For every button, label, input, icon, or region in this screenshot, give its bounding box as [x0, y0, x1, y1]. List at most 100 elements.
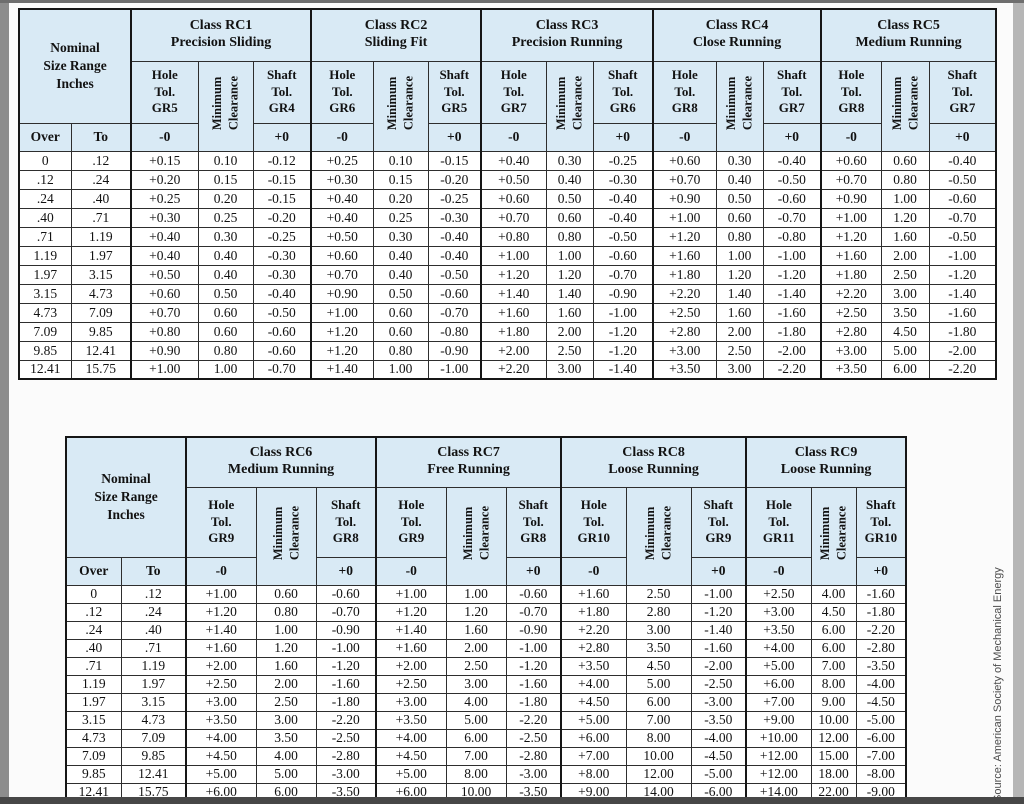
value-cell: +5.00 — [185, 764, 257, 784]
value-cell: -0.50 — [592, 226, 654, 247]
value-cell: -2.20 — [928, 359, 997, 380]
value-cell: 3.50 — [625, 638, 692, 658]
value-cell: +0.90 — [130, 340, 199, 361]
table-row: .24.40 +1.40 1.00 -0.90 +1.40 1.60 -0.90 +2.20 3… — [65, 620, 907, 640]
value-cell: +4.50 — [185, 746, 257, 766]
hole-sign-cell: -0 — [185, 556, 257, 586]
shaft-tol-header: Shaft Tol. GR7 — [762, 60, 822, 124]
class-header: Class RC6 Medium Running — [184, 436, 377, 488]
value-cell: -1.20 — [592, 321, 654, 342]
value-cell: -1.40 — [690, 620, 747, 640]
value-cell: -9.00 — [855, 782, 907, 802]
value-cell: -2.50 — [505, 728, 562, 748]
value-cell: +12.00 — [745, 746, 812, 766]
size-to-cell: 1.19 — [70, 226, 132, 247]
value-cell: 0.60 — [372, 302, 429, 323]
value-cell: +0.50 — [480, 169, 547, 190]
value-cell: -1.60 — [505, 674, 562, 694]
class-title: Class RC6 — [249, 445, 313, 461]
min-clearance-header: Minimum Clearance — [545, 60, 594, 152]
value-cell: -1.60 — [762, 302, 822, 323]
value-cell: +4.00 — [185, 728, 257, 748]
to-label: To — [70, 122, 132, 152]
table-row: 7.09 9.85 +4.50 4.00 -2.80 +4.50 7.00 -2.80 +7.0… — [65, 746, 907, 766]
value-cell: +3.00 — [745, 602, 812, 622]
value-cell: 2.00 — [880, 245, 930, 266]
size-over-cell: .12 — [18, 169, 72, 190]
value-cell: -0.80 — [427, 321, 482, 342]
value-cell: +8.00 — [560, 764, 627, 784]
value-cell: -1.00 — [592, 302, 654, 323]
value-cell: 0.20 — [372, 188, 429, 209]
value-cell: -2.20 — [762, 359, 822, 380]
value-cell: -3.00 — [690, 692, 747, 712]
value-cell: +0.40 — [130, 226, 199, 247]
value-cell: +1.00 — [310, 302, 374, 323]
class-header: Class RC5 Medium Running — [820, 8, 997, 62]
value-cell: 15.00 — [810, 746, 857, 766]
value-cell: 0.80 — [880, 169, 930, 190]
size-over-cell: 9.85 — [65, 764, 122, 784]
min-clearance-label: Minimum Clearance — [554, 76, 585, 131]
value-cell: -5.00 — [855, 710, 907, 730]
table-row: 12.41 15.75 +6.00 6.00 -3.50 +6.00 10.00 -3.50 +… — [65, 782, 907, 802]
shaft-sign-cell: +0 — [252, 122, 312, 152]
value-cell: 2.80 — [625, 602, 692, 622]
value-cell: +0.90 — [652, 188, 717, 209]
size-to-cell: .24 — [70, 169, 132, 190]
value-cell: 0.10 — [372, 150, 429, 171]
value-cell: -1.00 — [690, 584, 747, 604]
value-cell: -1.40 — [928, 283, 997, 304]
value-cell: -3.00 — [315, 764, 377, 784]
value-cell: 4.00 — [810, 584, 857, 604]
value-cell: +0.40 — [310, 207, 374, 228]
shaft-tol-header: Shaft Tol. GR5 — [427, 60, 482, 124]
value-cell: +1.20 — [820, 226, 882, 247]
hole-tol-header: Hole Tol. GR5 — [130, 60, 199, 124]
value-cell: +1.00 — [375, 584, 447, 604]
value-cell: 8.00 — [625, 728, 692, 748]
class-subtitle: Precision Sliding — [170, 35, 272, 51]
min-clearance-label: Minimum Clearance — [889, 76, 921, 131]
value-cell: 5.00 — [880, 340, 930, 361]
value-cell: +0.50 — [310, 226, 374, 247]
size-range-header: Nominal Size Range Inches — [65, 436, 187, 558]
value-cell: 0.60 — [197, 321, 254, 342]
value-cell: -0.25 — [252, 226, 312, 247]
value-cell: 3.50 — [880, 302, 930, 323]
value-cell: +1.20 — [185, 602, 257, 622]
value-cell: -0.40 — [592, 207, 654, 228]
value-cell: +1.60 — [185, 638, 257, 658]
value-cell: 7.00 — [810, 656, 857, 676]
page-edge-left — [0, 0, 9, 804]
class-subtitle: Close Running — [692, 35, 782, 51]
value-cell: +1.20 — [310, 321, 374, 342]
table-row: .40.71 +1.60 1.20 -1.00 +1.60 2.00 -1.00 +2.80 3… — [65, 638, 907, 658]
class-subtitle: Free Running — [427, 462, 510, 478]
value-cell: +2.50 — [652, 302, 717, 323]
class-subtitle: Loose Running — [780, 462, 872, 478]
size-to-cell: 3.15 — [70, 264, 132, 285]
value-cell: +3.50 — [375, 710, 447, 730]
value-cell: -1.00 — [427, 359, 482, 380]
hole-sign-cell: -0 — [820, 122, 882, 152]
value-cell: +1.80 — [820, 264, 882, 285]
value-cell: 3.50 — [255, 728, 317, 748]
value-cell: +0.60 — [820, 150, 882, 171]
value-cell: 6.00 — [880, 359, 930, 380]
table-row: 9.85 12.41 +0.90 0.80 -0.60 +1.20 0.80 -0.90 +2.… — [18, 340, 997, 361]
value-cell: -6.00 — [855, 728, 907, 748]
value-cell: +0.70 — [130, 302, 199, 323]
size-to-cell: 12.41 — [120, 764, 187, 784]
value-cell: +7.00 — [745, 692, 812, 712]
min-clearance-label: Minimum Clearance — [210, 76, 241, 131]
value-cell: -1.80 — [762, 321, 822, 342]
hole-tol-header: Hole Tol. GR9 — [375, 486, 447, 558]
value-cell: +0.25 — [310, 150, 374, 171]
value-cell: 1.00 — [372, 359, 429, 380]
value-cell: 1.40 — [545, 283, 594, 304]
value-cell: 6.00 — [810, 620, 857, 640]
value-cell: -2.50 — [690, 674, 747, 694]
min-clearance-header: Minimum Clearance — [445, 486, 507, 586]
